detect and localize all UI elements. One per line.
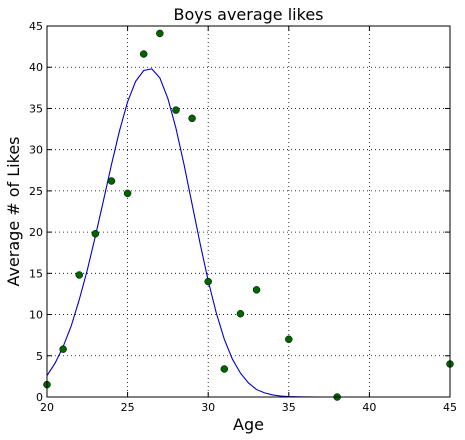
x-tick-label: 25 <box>121 401 135 414</box>
chart-title: Boys average likes <box>173 5 323 24</box>
x-tick-label: 45 <box>443 401 457 414</box>
x-tick-label: 20 <box>40 401 54 414</box>
y-tick-label: 40 <box>29 61 43 74</box>
y-axis-title: Average # of Likes <box>4 136 23 286</box>
data-point <box>59 345 67 353</box>
data-point <box>204 277 212 286</box>
plot-frame <box>46 25 451 398</box>
axis-ticks: 20 25 30 35 40 45 0 5 10 15 20 25 30 35 40 45 <box>29 20 457 414</box>
y-tick-label: 20 <box>29 226 43 239</box>
data-point <box>285 335 293 344</box>
y-tick-label: 10 <box>29 309 43 322</box>
data-point <box>188 114 196 123</box>
y-tick-label: 25 <box>29 185 43 198</box>
data-point <box>252 286 261 294</box>
x-tick-label: 35 <box>282 401 296 414</box>
data-points <box>43 29 454 401</box>
data-point <box>91 230 100 238</box>
data-point <box>156 29 164 38</box>
y-tick-label: 35 <box>29 102 43 115</box>
fit-line-layer <box>46 68 450 398</box>
grid <box>47 26 450 397</box>
y-tick-label: 15 <box>29 267 43 280</box>
x-tick-label: 40 <box>362 401 376 414</box>
data-point <box>172 106 180 114</box>
data-point <box>139 50 148 58</box>
data-point <box>220 365 229 373</box>
x-tick-label: 30 <box>201 401 215 414</box>
data-point <box>107 177 116 185</box>
data-point <box>123 189 132 198</box>
data-point <box>75 271 83 279</box>
y-tick-label: 5 <box>36 350 43 363</box>
y-tick-label: 30 <box>29 144 43 157</box>
y-tick-label: 45 <box>29 20 43 33</box>
x-axis-title: Age <box>233 415 264 434</box>
y-tick-label: 0 <box>36 391 43 404</box>
data-point <box>236 309 245 318</box>
fit-curve <box>46 68 450 398</box>
